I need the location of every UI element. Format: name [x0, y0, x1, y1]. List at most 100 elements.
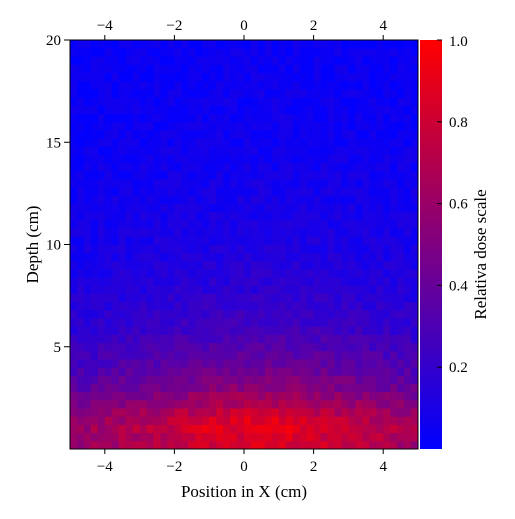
heatmap-cell	[376, 113, 384, 123]
heatmap-cell	[195, 187, 203, 196]
heatmap-cell	[125, 260, 134, 270]
heatmap-cell	[390, 252, 398, 262]
heatmap-cell	[257, 179, 266, 188]
heatmap-cell	[257, 236, 266, 245]
heatmap-cell	[397, 285, 405, 294]
heatmap-cell	[404, 367, 412, 376]
heatmap-cell	[341, 432, 349, 442]
heatmap-cell	[83, 277, 92, 286]
heatmap-cell	[146, 113, 154, 123]
heatmap-cell	[411, 350, 419, 360]
heatmap-cell	[334, 170, 342, 180]
heatmap-cell	[209, 170, 217, 180]
heatmap-cell	[97, 105, 106, 115]
heatmap-cell	[348, 359, 356, 368]
heatmap-cell	[292, 342, 301, 352]
heatmap-cell	[125, 80, 134, 90]
heatmap-cell	[348, 146, 356, 155]
heatmap-cell	[285, 334, 294, 344]
heatmap-cell	[76, 203, 85, 213]
heatmap-cell	[278, 277, 287, 286]
heatmap-cell	[104, 113, 113, 123]
heatmap-cell	[376, 146, 384, 155]
heatmap-cell	[278, 391, 287, 401]
heatmap-cell	[118, 64, 127, 74]
heatmap-cell	[230, 187, 238, 196]
heatmap-cell	[278, 219, 287, 229]
heatmap-cell	[153, 219, 161, 229]
heatmap-cell	[76, 326, 85, 335]
heatmap-cell	[153, 162, 161, 172]
heatmap-cell	[376, 440, 384, 450]
heatmap-cell	[125, 391, 134, 401]
heatmap-cell	[104, 179, 113, 188]
heatmap-cell	[411, 146, 419, 155]
heatmap-cell	[90, 408, 99, 417]
heatmap-cell	[313, 105, 321, 115]
heatmap-cell	[320, 318, 328, 327]
heatmap-cell	[181, 301, 189, 311]
heatmap-cell	[264, 211, 273, 221]
heatmap-cell	[104, 277, 113, 286]
heatmap-cell	[111, 416, 120, 425]
heatmap-cell	[355, 326, 363, 335]
heatmap-cell	[390, 56, 398, 65]
heatmap-cell	[216, 432, 224, 442]
heatmap-cell	[369, 318, 377, 327]
heatmap-cell	[111, 408, 120, 417]
heatmap-cell	[390, 228, 398, 237]
heatmap-cell	[104, 293, 113, 303]
heatmap-cell	[292, 318, 301, 327]
heatmap-cell	[383, 432, 391, 442]
heatmap-cell	[362, 72, 370, 82]
heatmap-cell	[348, 203, 356, 213]
heatmap-cell	[97, 277, 106, 286]
heatmap-cell	[139, 301, 147, 311]
heatmap-cell	[334, 48, 342, 57]
heatmap-cell	[327, 40, 335, 49]
heatmap-cell	[90, 359, 99, 368]
heatmap-cell	[292, 269, 301, 278]
heatmap-cell	[97, 334, 106, 344]
heatmap-cell	[397, 64, 405, 74]
heatmap-cell	[167, 80, 175, 90]
heatmap-cell	[181, 179, 189, 188]
heatmap-cell	[139, 203, 147, 213]
heatmap-cell	[209, 97, 217, 106]
heatmap-cell	[160, 383, 168, 393]
heatmap-cell	[397, 121, 405, 131]
heatmap-cell	[146, 416, 154, 425]
heatmap-cell	[376, 56, 384, 65]
heatmap-cell	[167, 138, 175, 147]
heatmap-cell	[264, 105, 273, 115]
heatmap-cell	[118, 244, 127, 254]
heatmap-cell	[369, 40, 377, 49]
heatmap-cell	[97, 113, 106, 123]
heatmap-cell	[299, 375, 308, 384]
heatmap-cell	[341, 350, 349, 360]
heatmap-cell	[306, 293, 314, 303]
heatmap-cell	[174, 40, 182, 49]
heatmap-cell	[397, 56, 405, 65]
heatmap-cell	[202, 80, 210, 90]
heatmap-cell	[355, 359, 363, 368]
heatmap-cell	[216, 342, 224, 352]
heatmap-cell	[132, 301, 140, 311]
heatmap-cell	[306, 244, 314, 254]
heatmap-cell	[320, 342, 328, 352]
heatmap-cell	[174, 236, 182, 245]
heatmap-cell	[181, 72, 189, 82]
heatmap-cell	[390, 334, 398, 344]
heatmap-cell	[132, 179, 140, 188]
heatmap-cell	[404, 244, 412, 254]
heatmap-cell	[397, 350, 405, 360]
heatmap-cell	[257, 432, 266, 442]
heatmap-cell	[397, 432, 405, 442]
heatmap-cell	[237, 138, 245, 147]
heatmap-cell	[104, 80, 113, 90]
heatmap-cell	[97, 309, 106, 319]
heatmap-cell	[139, 277, 147, 286]
heatmap-cell	[70, 89, 78, 98]
heatmap-cell	[188, 228, 196, 237]
heatmap-cell	[209, 64, 217, 74]
